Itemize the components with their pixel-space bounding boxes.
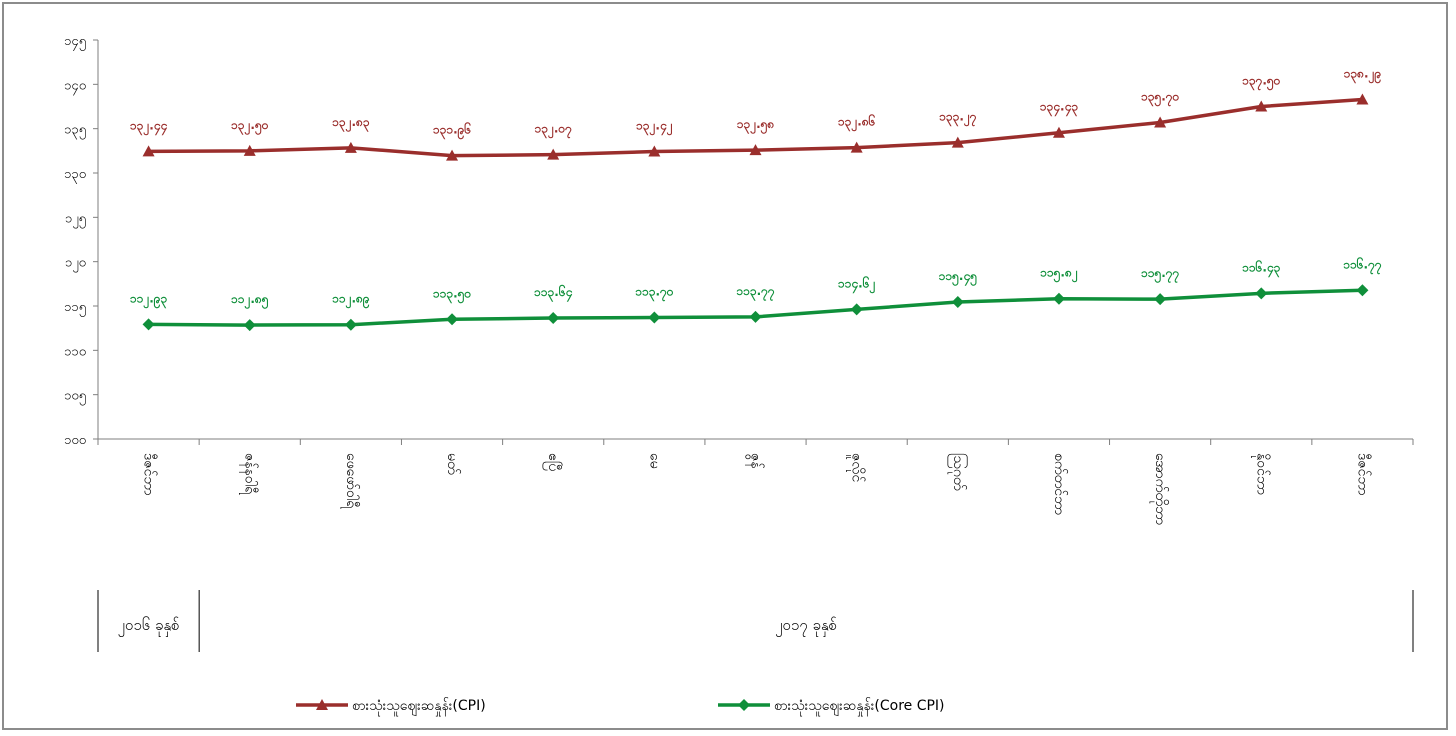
x-category-label: အောက်တိုဘာ	[1150, 453, 1168, 525]
core-cpi-point	[243, 319, 256, 332]
year-group-label: ၂၀၁၆ ခုနှစ်	[118, 616, 180, 637]
data-label: ၁၁၂.၉၃	[130, 291, 168, 309]
y-tick-label: ၁၁၅	[64, 300, 86, 317]
x-category-label: ဒီဇင်ဘာ	[141, 453, 157, 496]
core-cpi-point	[446, 313, 459, 326]
core-cpi-point	[142, 318, 155, 331]
core-cpi-point	[951, 296, 964, 309]
data-label: ၁၃၂.၅၈	[737, 117, 775, 135]
y-tick-label: ၁၃၅	[64, 123, 86, 140]
data-label: ၁၃၂.၄၄	[130, 118, 167, 136]
y-tick-label: ၁၀၅	[64, 389, 86, 406]
x-category-label: နိုဝင်ဘာ	[1251, 453, 1269, 495]
data-label: ၁၁၆.၇၇	[1343, 255, 1382, 275]
core-cpi-point	[850, 303, 863, 316]
data-label: ၁၁၅.၇၇	[1141, 266, 1180, 284]
y-tick-label: ၁၂၅	[65, 211, 86, 228]
cpi-point	[547, 148, 560, 160]
data-label: ၁၁၃.၅၀	[433, 286, 472, 304]
data-label: ၁၃၁.၉၆	[433, 121, 472, 141]
x-category-label: မေ	[646, 453, 662, 469]
core-cpi-point	[749, 310, 762, 323]
cpi-point	[951, 136, 964, 148]
cpi-point	[446, 149, 459, 161]
x-category-label: စက်တင်ဘာ	[1051, 453, 1067, 515]
data-label: ၁၃၂.၈၃	[332, 115, 370, 133]
core-cpi-point	[1356, 284, 1369, 297]
y-tick-label: ၁၃၀	[64, 167, 86, 184]
data-label: ၁၃၅.၇၀	[1141, 89, 1180, 107]
cpi-point	[648, 145, 661, 157]
x-category-label: ဒီဇင်ဘာ	[1354, 453, 1370, 496]
year-group-label: ၂၀၁၇ ခုနှစ်	[775, 616, 837, 637]
cpi-point	[243, 144, 256, 156]
data-label: ၁၃၇.၅၀	[1242, 74, 1281, 92]
cpi-point	[142, 145, 155, 157]
cpi-point	[1255, 100, 1268, 112]
data-label: ၁၁၂.၈၉	[332, 292, 370, 310]
y-tick-label: ၁၄၅	[64, 34, 86, 51]
data-label: ၁၁၂.၈၅	[231, 292, 269, 310]
y-tick-label: ၁၄၀	[64, 78, 86, 95]
x-category-label: ဧပြီ	[543, 453, 561, 471]
core-cpi-point	[648, 311, 661, 324]
cpi-point	[850, 141, 863, 153]
core-cpi-point	[547, 312, 560, 325]
legend-label: စားသုံးသူဈေးဆနှုန်း(CPI)	[352, 698, 486, 716]
legend-diamond-icon	[738, 699, 750, 711]
cpi-point	[1356, 93, 1369, 105]
x-category-label: ဩဂုတ်	[948, 453, 967, 491]
cpi-point	[1154, 116, 1167, 128]
y-tick-label: ၁၁၀	[64, 344, 86, 359]
core-cpi-point	[1052, 292, 1065, 305]
data-label: ၁၁၄.၆၂	[838, 274, 876, 294]
data-label: ၁၃၂.၄၂	[636, 119, 673, 137]
x-category-label: ဇွန်	[746, 453, 764, 469]
core-cpi-point	[1154, 293, 1167, 306]
data-label: ၁၁၃.၇၇	[736, 284, 775, 302]
core-cpi-point	[1255, 287, 1268, 300]
cpi-point	[749, 144, 762, 156]
data-label: ၁၃၈.၂၉	[1344, 66, 1382, 84]
y-tick-label: ၁၀၀	[64, 433, 86, 448]
data-label: ၁၁၃.၇၀	[635, 285, 674, 303]
data-label: ၁၃၂.၀၇	[534, 122, 572, 140]
data-label: ၁၃၂.၅၀	[231, 118, 269, 136]
x-category-label: ဇန်နဝါရီ	[240, 453, 258, 495]
data-label: ၁၁၆.၄၃	[1242, 258, 1281, 278]
x-category-label: ဖေဖော်ဝါရီ	[341, 453, 359, 509]
x-category-label: မတ်	[444, 453, 460, 475]
y-tick-label: ၁၂၀	[65, 256, 86, 273]
data-label: ၁၃၃.၂၇	[939, 110, 977, 128]
data-label: ၁၁၅.၄၅	[939, 269, 978, 287]
legend-triangle-icon	[316, 699, 328, 710]
data-label: ၁၁၅.၈၂	[1040, 266, 1078, 284]
cpi-point	[344, 141, 357, 153]
core-cpi-point	[344, 318, 357, 331]
data-label: ၁၃၂.၈၆	[838, 113, 876, 133]
cpi-point	[1052, 126, 1065, 138]
legend-label: စားသုံးသူဈေးဆနှုန်း(Core CPI)	[774, 698, 945, 716]
data-label: ၁၃၄.၄၃	[1040, 100, 1079, 118]
x-category-label: ဇူလိုင်	[847, 453, 865, 482]
data-label: ၁၁၃.၆၄	[534, 283, 572, 303]
